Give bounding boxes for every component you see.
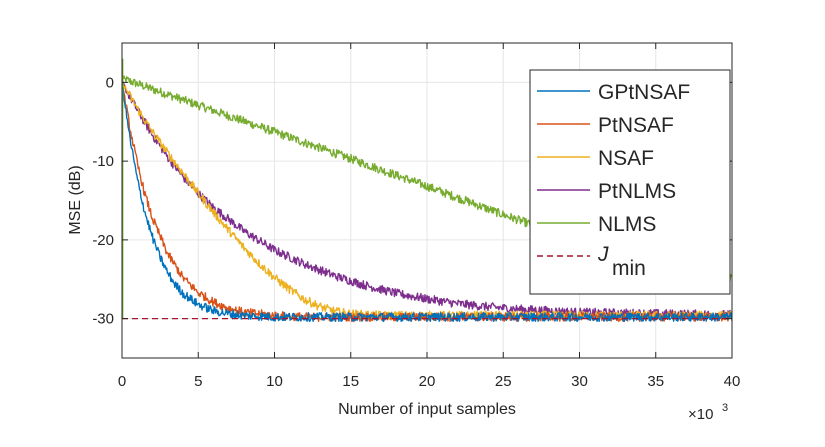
y-tick-label: 0: [106, 74, 114, 91]
x-tick-label: 35: [647, 373, 664, 390]
x-tick-label: 20: [419, 373, 436, 390]
x-tick-label: 5: [194, 373, 202, 390]
x-multiplier-exponent: 3: [722, 402, 728, 414]
legend-label: PtNLMS: [598, 180, 676, 203]
y-tick-label: -10: [92, 153, 114, 170]
x-axis-label: Number of input samples: [338, 401, 516, 418]
series-line-nsaf: [122, 79, 732, 321]
y-axis-label: MSE (dB): [67, 165, 84, 234]
x-tick-label: 0: [118, 373, 126, 390]
series-line-ptnlms: [122, 79, 732, 320]
legend-label: PtNSAF: [598, 114, 674, 137]
y-tick-label: -20: [92, 232, 114, 249]
legend-label-subscript: min: [612, 257, 646, 280]
legend-label: NLMS: [598, 213, 656, 236]
x-tick-label: 15: [342, 373, 359, 390]
x-tick-label: 30: [571, 373, 588, 390]
x-tick-label: 10: [266, 373, 283, 390]
tick-labels: 0 5 10 15 20 25 30 35 40 0 -10 -20 -30: [92, 74, 740, 390]
legend-label: NSAF: [598, 147, 654, 170]
legend-label: J: [597, 243, 609, 266]
x-multiplier: ×10 3: [688, 402, 728, 423]
legend-label: GPtNSAF: [598, 81, 690, 104]
x-tick-label: 25: [495, 373, 512, 390]
x-tick-label: 40: [724, 373, 741, 390]
legend-box: [529, 69, 731, 295]
y-tick-label: -30: [92, 311, 114, 328]
x-multiplier-base: ×10: [688, 406, 713, 423]
series-line-gptnsaf: [122, 79, 732, 323]
